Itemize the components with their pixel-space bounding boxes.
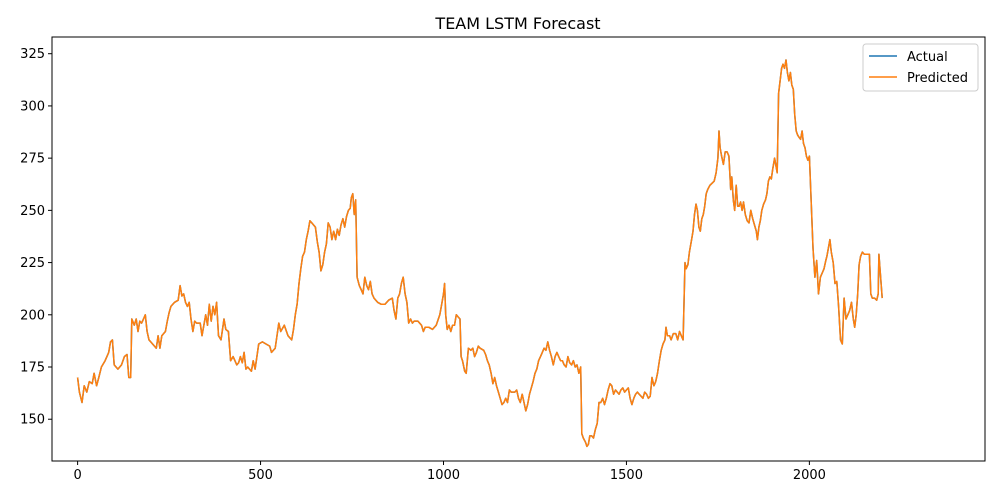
x-tick-label: 1000 xyxy=(427,468,460,483)
legend: Actual Predicted xyxy=(862,43,979,92)
plot-frame xyxy=(51,36,986,462)
y-tick-label: 250 xyxy=(20,204,45,219)
chart-title: TEAM LSTM Forecast xyxy=(434,14,600,33)
x-tick-label: 2000 xyxy=(793,468,826,483)
y-tick-label: 275 xyxy=(20,152,45,167)
x-tick-label: 500 xyxy=(248,468,273,483)
x-tick-label: 0 xyxy=(73,468,81,483)
y-tick-label: 200 xyxy=(20,308,45,323)
legend-label-predicted: Predicted xyxy=(907,71,968,86)
series-layer xyxy=(76,59,883,448)
x-tick-label: 1500 xyxy=(610,468,643,483)
y-tick-label: 150 xyxy=(20,413,45,428)
y-tick-label: 300 xyxy=(20,99,45,114)
y-tick-label: 225 xyxy=(20,256,45,271)
series-line-predicted xyxy=(76,59,883,448)
axes-layer: 0 500 1000 1500 2000 150 175 200 225 250 275 300 325 xyxy=(20,36,986,483)
y-tick-label: 175 xyxy=(20,361,45,376)
y-tick-label: 325 xyxy=(20,47,45,62)
legend-label-actual: Actual xyxy=(907,50,948,65)
